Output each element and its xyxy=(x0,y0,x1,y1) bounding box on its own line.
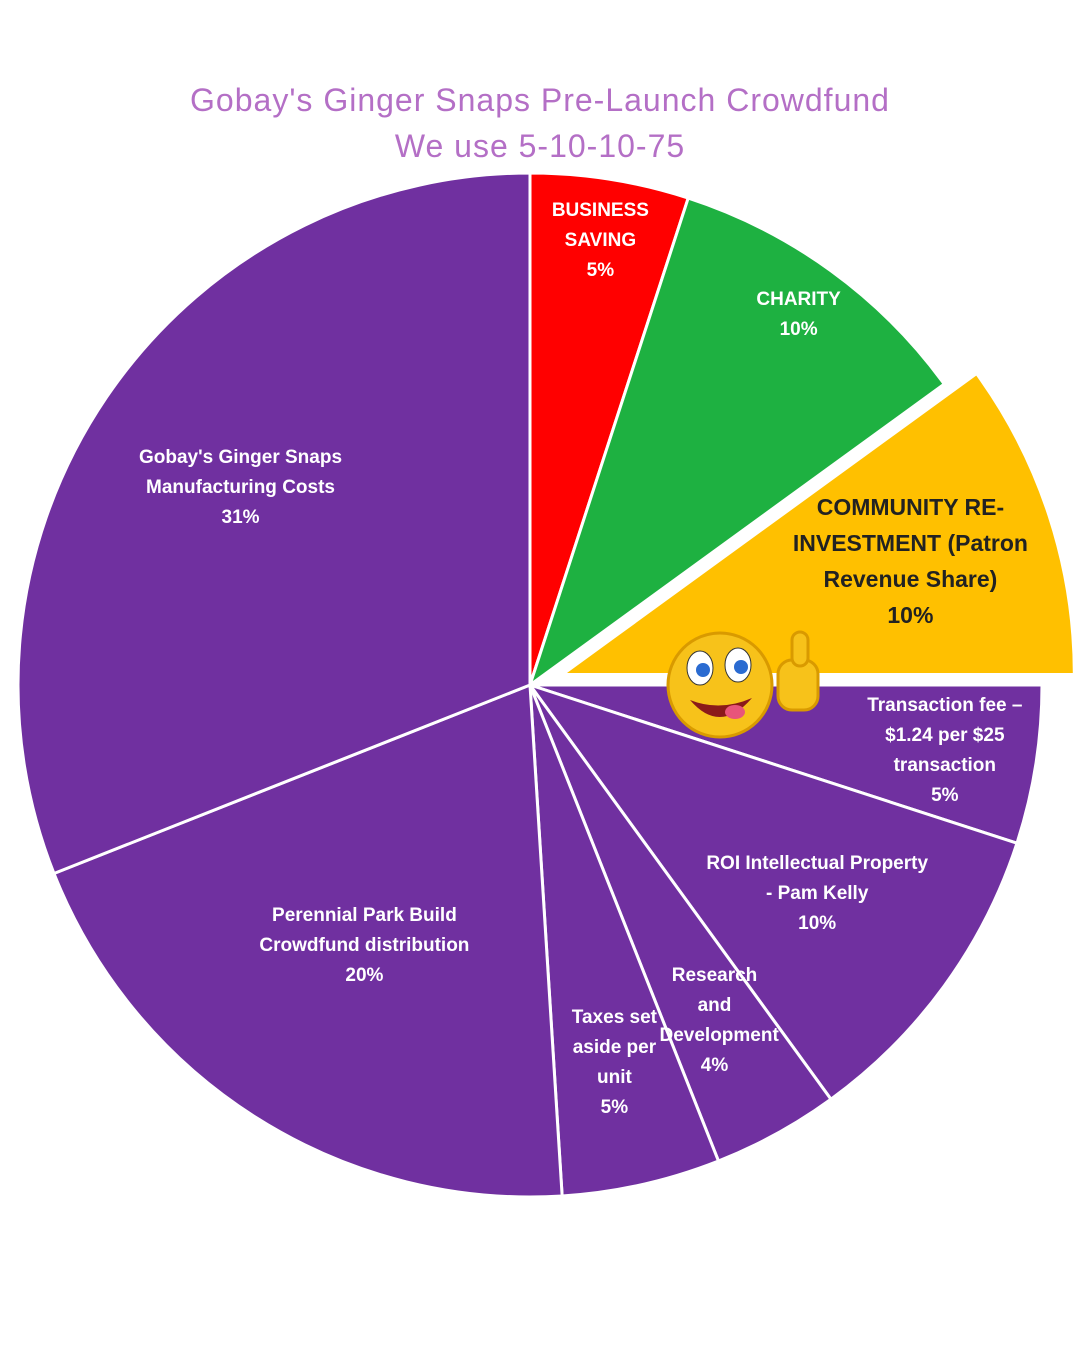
chart-subtitle: We use 5-10-10-75 xyxy=(394,128,686,164)
category-label: Gobay's Ginger Snaps Manufacturing Costs xyxy=(139,447,343,499)
value-label: 4% xyxy=(700,1054,729,1076)
slice-label: BUSINESS SAVING 5% xyxy=(535,196,665,286)
slice xyxy=(529,683,1044,846)
slice-label: Perennial Park Build Crowdfund distribut… xyxy=(249,901,479,991)
slice xyxy=(528,684,721,1198)
category-label: CHARITY xyxy=(756,289,841,311)
slice xyxy=(526,682,1019,1102)
slice-label: Transaction fee – $1.24 per $25 transact… xyxy=(857,691,1032,811)
value-label: 10% xyxy=(798,912,837,934)
category-label: Transaction fee – $1.24 per $25 transact… xyxy=(867,694,1023,776)
category-label: COMMUNITY RE-INVESTMENT (Patron Revenue … xyxy=(792,494,1028,593)
chart-title: Gobay's Ginger Snaps Pre-Launch Crowdfun… xyxy=(190,82,890,118)
category-label: ROI Intellectual Property - Pam Kelly xyxy=(706,852,929,904)
category-label: Research and Development xyxy=(659,964,779,1046)
slice-label: CHARITY 10% xyxy=(734,285,864,345)
value-label: 10% xyxy=(887,602,934,629)
category-label: Taxes set aside per unit xyxy=(571,1006,657,1088)
slice-label: ROI Intellectual Property - Pam Kelly 10% xyxy=(702,849,932,939)
value-label: 5% xyxy=(600,1096,629,1118)
emoji xyxy=(666,630,820,739)
slice xyxy=(527,196,947,689)
value-label: 31% xyxy=(221,507,260,529)
slice-label: COMMUNITY RE-INVESTMENT (Patron Revenue … xyxy=(785,489,1035,633)
slice-label: Gobay's Ginger Snaps Manufacturing Costs… xyxy=(121,443,361,533)
value-label: 5% xyxy=(931,784,959,806)
slices xyxy=(16,171,1076,1199)
slice-label: Research and Development 4% xyxy=(659,961,779,1081)
category-label: Perennial Park Build Crowdfund distribut… xyxy=(259,904,470,956)
value-label: 5% xyxy=(586,259,615,281)
slice xyxy=(528,171,691,686)
category-label: BUSINESS SAVING xyxy=(551,199,649,251)
slice-label: Taxes set aside per unit 5% xyxy=(559,1003,669,1123)
value-label: 20% xyxy=(345,964,384,986)
slice xyxy=(52,682,564,1199)
value-label: 10% xyxy=(779,319,818,341)
slice xyxy=(557,371,1076,676)
slice xyxy=(16,171,532,876)
